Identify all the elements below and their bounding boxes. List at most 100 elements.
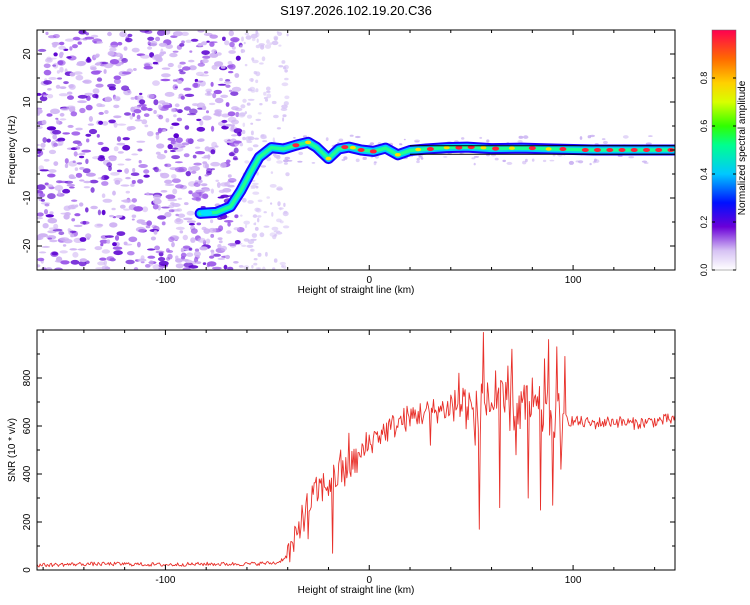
noise-blob	[247, 239, 255, 244]
noise-blob	[180, 95, 185, 100]
noise-blob	[217, 237, 223, 241]
noise-blob	[210, 161, 221, 167]
noise-blob	[171, 155, 181, 160]
noise-blob	[108, 86, 116, 91]
noise-blob	[53, 161, 59, 167]
noise-blob	[145, 264, 151, 268]
noise-blob	[227, 111, 236, 117]
noise-blob	[416, 160, 420, 164]
noise-blob	[165, 248, 170, 253]
noise-blob	[79, 237, 87, 242]
noise-blob	[182, 267, 191, 270]
noise-blob	[354, 135, 361, 139]
noise-blob	[131, 218, 135, 221]
noise-blob	[122, 199, 133, 204]
noise-blob	[486, 139, 490, 143]
noise-blob	[197, 62, 205, 67]
noise-blob	[68, 176, 77, 180]
noise-blob	[157, 127, 162, 134]
noise-blob	[63, 205, 71, 211]
noise-blob	[147, 93, 155, 99]
noise-blob	[186, 220, 196, 224]
noise-blob	[293, 137, 296, 139]
noise-blob	[95, 83, 104, 88]
noise-blob	[43, 158, 50, 162]
noise-blob	[262, 140, 268, 143]
noise-blob	[502, 159, 507, 163]
noise-blob	[73, 151, 78, 157]
noise-blob	[210, 233, 215, 238]
noise-blob	[145, 225, 151, 229]
noise-blob	[37, 48, 47, 52]
noise-blob	[67, 95, 74, 100]
noise-blob	[283, 202, 286, 207]
noise-blob	[244, 32, 250, 36]
noise-blob	[37, 126, 43, 129]
noise-blob	[479, 136, 483, 139]
ridge-start-spot	[200, 209, 213, 216]
noise-blob	[223, 81, 232, 84]
noise-blob	[255, 118, 261, 122]
snr-panel: -100 0 100 0 200 400 600 800	[22, 329, 676, 586]
noise-blob	[155, 250, 165, 254]
noise-blob	[59, 51, 64, 57]
noise-blob	[265, 251, 268, 257]
noise-blob	[92, 88, 100, 94]
noise-blob	[194, 256, 199, 263]
noise-blob	[133, 206, 144, 212]
noise-blob	[71, 218, 76, 222]
noise-blob	[227, 64, 234, 68]
noise-blob	[645, 142, 652, 145]
noise-blob	[169, 149, 177, 153]
noise-blob	[83, 180, 91, 184]
noise-blob	[127, 33, 133, 38]
noise-blob	[113, 177, 123, 183]
noise-blob	[112, 190, 116, 196]
noise-blob	[183, 153, 190, 158]
noise-blob	[174, 103, 180, 108]
noise-blob	[173, 114, 177, 118]
noise-blob	[94, 70, 102, 73]
noise-blob	[225, 102, 230, 107]
noise-blob	[40, 142, 46, 148]
noise-blob	[113, 95, 121, 102]
noise-blob	[59, 86, 67, 89]
noise-blob	[96, 134, 100, 138]
noise-blob	[235, 55, 241, 61]
noise-blob	[250, 130, 254, 136]
noise-blob	[76, 62, 86, 67]
noise-blob	[216, 52, 222, 56]
noise-blob	[179, 43, 185, 47]
y-tick-label: 400	[22, 465, 33, 482]
noise-blob	[184, 202, 189, 206]
noise-blob	[37, 108, 43, 115]
noise-blob	[116, 169, 123, 173]
spectrogram-y-axis-label: Frequency (Hz)	[7, 116, 18, 185]
noise-blob	[204, 174, 209, 177]
noise-blob	[41, 119, 47, 125]
noise-blob	[167, 198, 178, 202]
noise-blob	[143, 113, 150, 117]
noise-blob	[279, 207, 282, 211]
noise-blob	[128, 236, 138, 243]
noise-blob	[131, 180, 136, 184]
noise-blob	[133, 109, 142, 114]
y-tick-label: -10	[22, 190, 33, 205]
y-tick-label: 600	[22, 417, 33, 434]
noise-blob	[85, 133, 92, 137]
noise-blob	[75, 74, 84, 81]
noise-blob	[82, 79, 92, 84]
noise-blob	[158, 267, 163, 270]
noise-blob	[84, 36, 95, 40]
noise-blob	[143, 174, 150, 178]
noise-blob	[55, 117, 59, 120]
noise-blob	[209, 41, 215, 47]
noise-blob	[214, 109, 223, 114]
noise-blob	[227, 174, 232, 178]
noise-blob	[239, 142, 244, 147]
noise-blob	[43, 80, 52, 85]
snr-axes: -100 0 100 0 200 400 600 800	[22, 330, 675, 586]
noise-blob	[206, 168, 213, 174]
noise-blob	[255, 44, 261, 49]
